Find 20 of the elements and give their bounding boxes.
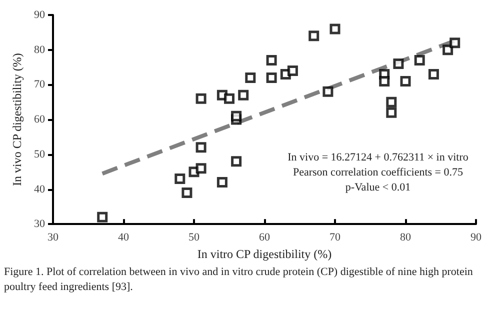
y-tick-label: 60	[34, 114, 46, 126]
y-tick-label: 50	[34, 148, 46, 160]
x-tick-label: 50	[188, 232, 200, 244]
y-tick-label: 80	[34, 44, 46, 56]
y-tick-label: 90	[34, 9, 46, 21]
x-tick-label: 70	[330, 232, 341, 244]
y-tick-label: 40	[34, 183, 46, 196]
x-axis-title: In vitro CP digestibility (%)	[197, 247, 332, 261]
annotation: Pearson correlation coefficients = 0.75	[292, 166, 464, 178]
annotation: In vivo = 16.27124 + 0.762311 × in vitro	[288, 152, 469, 164]
annotation: p-Value < 0.01	[345, 182, 411, 194]
x-tick-label: 60	[259, 232, 270, 244]
y-tick-label: 30	[34, 218, 46, 230]
x-tick-label: 30	[48, 232, 59, 244]
x-tick-label: 40	[118, 232, 130, 244]
x-tick-label: 80	[400, 232, 412, 244]
caption: Figure 1. Plot of correlation between in vivo and in vitro crude protein (CP) digestible of nine high protein poultry feed ingredients [93].	[3, 265, 474, 296]
y-tick-label: 70	[34, 78, 46, 91]
x-tick-label: 90	[470, 232, 482, 244]
y-axis-title: In vivo CP digestibility (%)	[10, 53, 24, 186]
